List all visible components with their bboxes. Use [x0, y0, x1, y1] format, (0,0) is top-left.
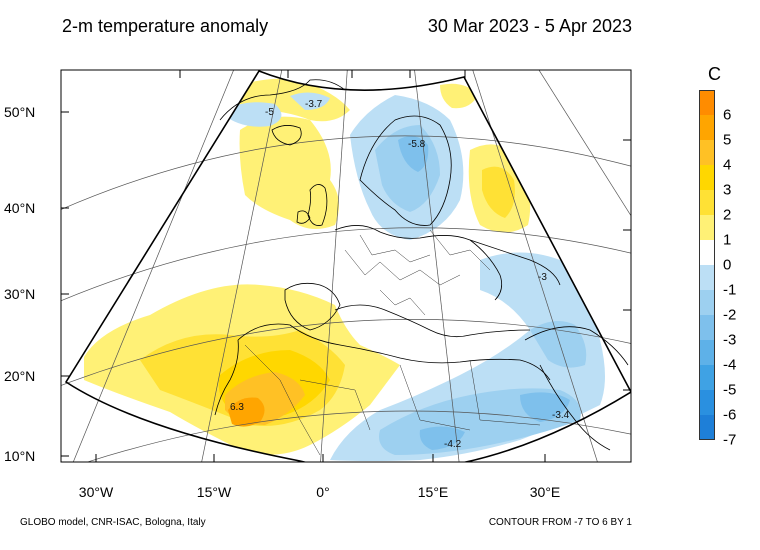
cold-anomaly-red-sea [520, 392, 570, 422]
lon-label: 30°W [78, 484, 114, 500]
colorbar-label: -6 [723, 406, 737, 424]
warm-anomaly-russia-2c [482, 166, 515, 218]
contour-label: -5 [265, 107, 274, 118]
lat-label: 10°N [4, 448, 36, 464]
colorbar-label: 3 [723, 181, 732, 199]
axis-ticks [61, 70, 631, 462]
country-borders [244, 229, 541, 456]
colorbar-swatch [699, 215, 715, 240]
map-title: 2-m temperature anomaly [62, 16, 269, 36]
colorbar-swatch [699, 240, 715, 265]
date-range: 30 Mar 2023 - 5 Apr 2023 [427, 16, 632, 36]
lon-label: 15°E [417, 484, 449, 500]
contour-label: -5.8 [408, 139, 426, 150]
colorbar-label: -7 [723, 431, 737, 449]
cold-anomaly-sudan [419, 426, 465, 450]
colorbar-label: 1 [723, 231, 732, 249]
colorbar-swatch [699, 190, 715, 215]
colorbar-label: -5 [723, 381, 737, 399]
contour-label: -3.7 [305, 99, 323, 110]
colorbar-swatch [699, 365, 715, 390]
coastlines [214, 79, 629, 451]
colorbar-label: 0 [723, 256, 732, 274]
colorbar-unit: C [708, 64, 721, 84]
contour-label: -4.2 [444, 439, 462, 450]
colorbar-swatch [699, 315, 715, 340]
colorbar-swatch [699, 415, 715, 440]
footer-credit: GLOBO model, CNR-ISAC, Bologna, Italy [20, 517, 206, 528]
cold-anomaly-scandinavia-3c [398, 136, 429, 172]
colorbar-swatch [699, 115, 715, 140]
colorbar-label: 2 [723, 206, 732, 224]
contour-label: -3.4 [552, 410, 570, 421]
cold-anomaly-greenland-east [290, 92, 330, 110]
lon-label: 15°W [196, 484, 232, 500]
model-domain-outline [64, 70, 631, 462]
colorbar-label: -1 [723, 281, 737, 299]
colorbar-swatch [699, 290, 715, 315]
colorbar-swatch [699, 340, 715, 365]
graticule [61, 70, 631, 462]
lat-label: 30°N [4, 286, 36, 302]
colorbar-label: 5 [723, 131, 732, 149]
colorbar-swatch [699, 390, 715, 415]
cold-anomaly-levant [530, 321, 587, 368]
colorbar-swatch [699, 165, 715, 190]
footer-contour-info: CONTOUR FROM -7 TO 6 BY 1 [488, 517, 632, 528]
colorbar-swatch [699, 265, 715, 290]
colorbar-swatch [699, 140, 715, 165]
warm-anomaly-greenland [230, 78, 350, 122]
warm-anomaly-north-atlantic [239, 116, 339, 229]
lon-label: 30°E [529, 484, 561, 500]
colorbar-label: -3 [723, 331, 737, 349]
lat-label: 40°N [4, 200, 36, 216]
colorbar-label: -4 [723, 356, 737, 374]
plot-frame [60, 69, 632, 463]
colorbar-swatch [699, 90, 715, 115]
lon-label: 0° [316, 484, 330, 500]
lat-label: 50°N [4, 104, 36, 120]
colorbar-label: 4 [723, 156, 732, 174]
contour-label: 6.3 [230, 402, 244, 413]
warm-anomaly-svalbard [440, 83, 478, 109]
lat-label: 20°N [4, 368, 36, 384]
colorbar-label: 6 [723, 106, 732, 124]
warm-anomaly-africa-5c [228, 397, 265, 427]
contour-label: -3 [538, 272, 547, 283]
colorbar-label: -2 [723, 306, 737, 324]
